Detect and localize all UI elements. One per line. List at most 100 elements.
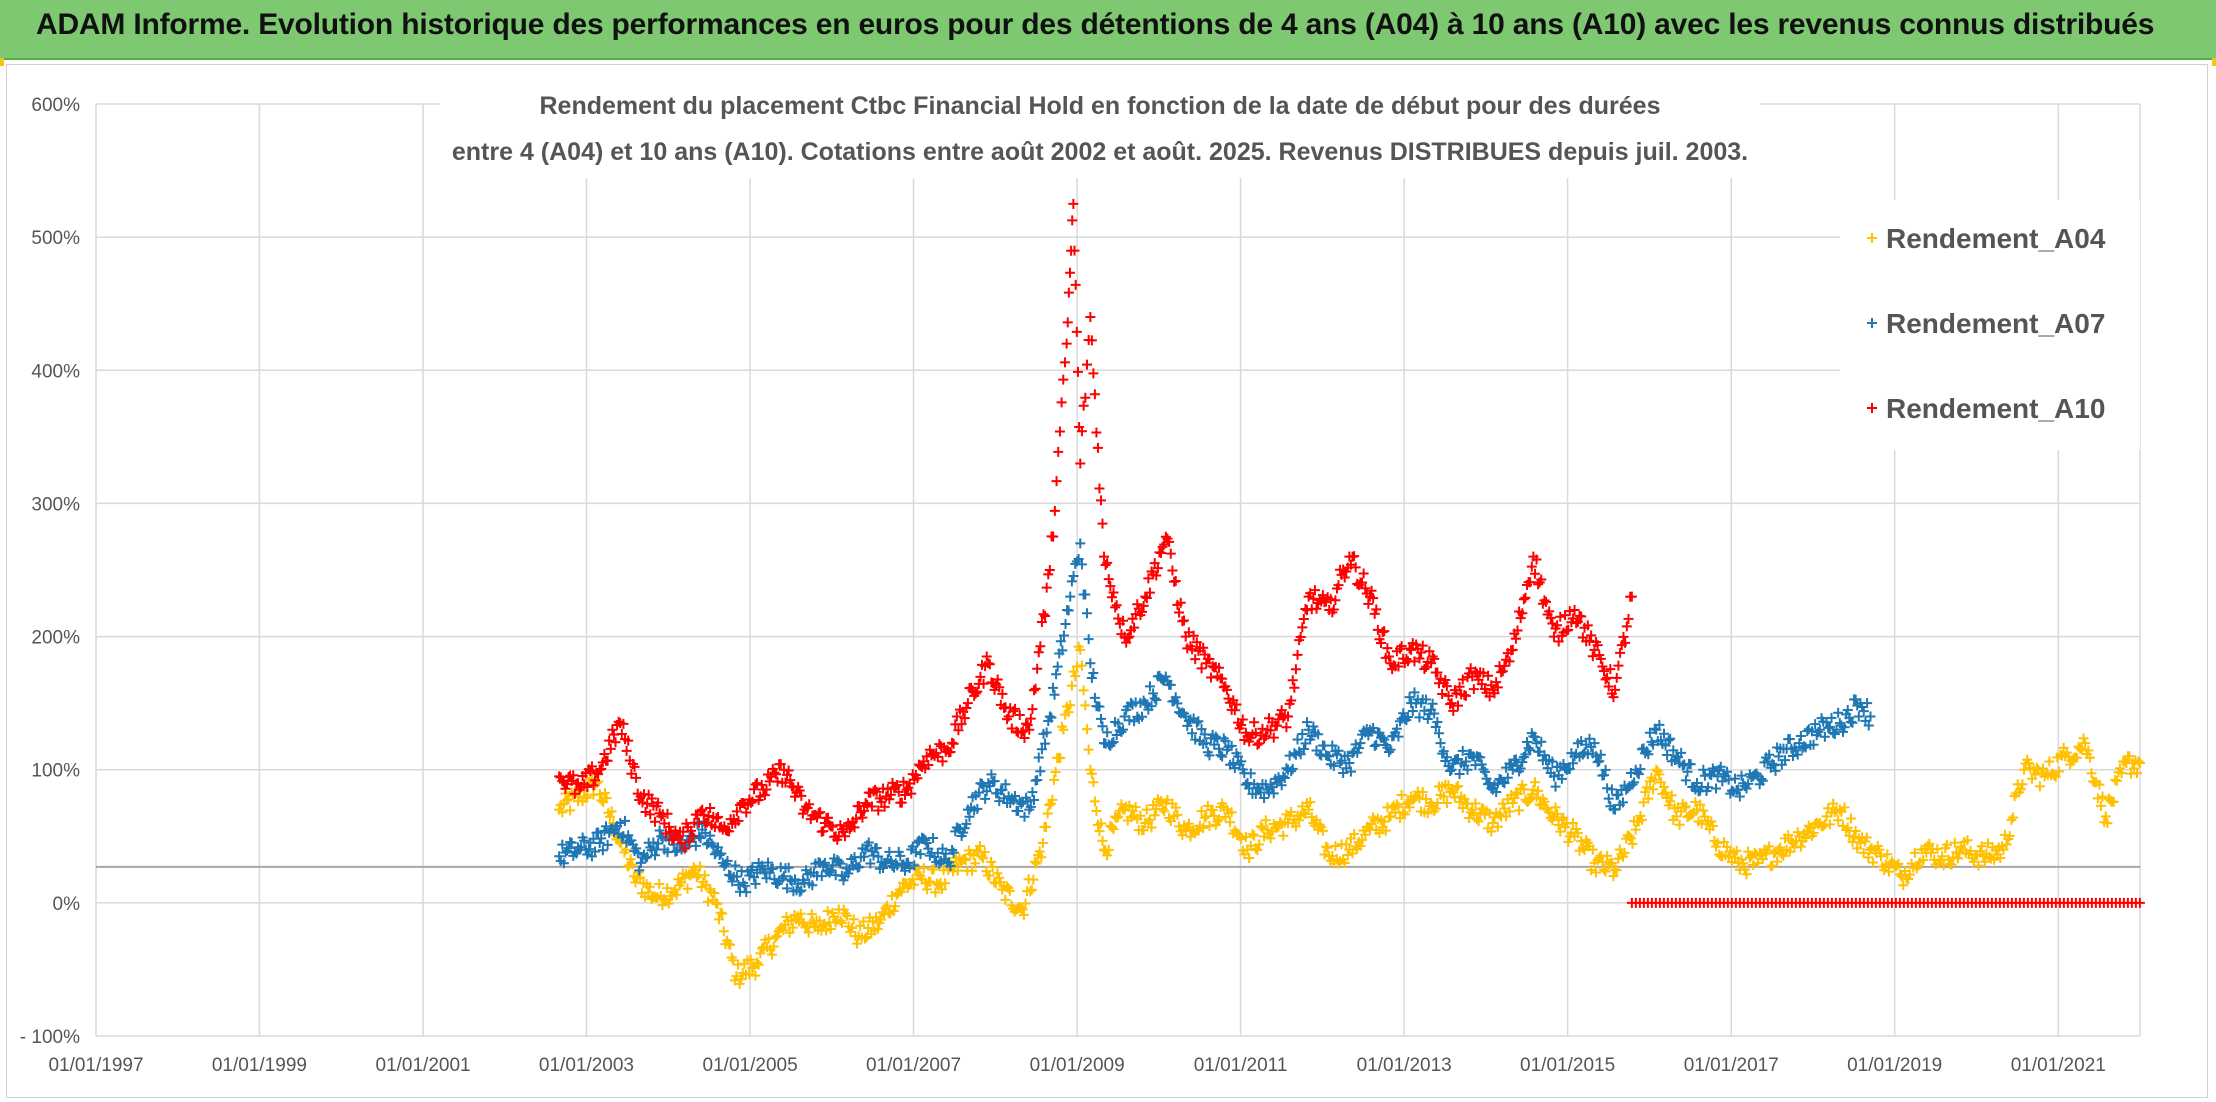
data-point xyxy=(1146,701,1157,712)
data-point xyxy=(940,878,951,889)
data-point xyxy=(1591,867,1602,878)
data-point xyxy=(1170,802,1181,813)
data-point xyxy=(629,761,640,772)
data-point xyxy=(1298,744,1309,755)
data-point xyxy=(1055,636,1066,647)
data-point xyxy=(697,804,708,815)
data-point xyxy=(2019,764,2030,775)
data-point xyxy=(978,678,989,689)
data-point xyxy=(1744,852,1755,863)
data-point xyxy=(2017,779,2028,790)
data-point xyxy=(644,881,655,892)
data-point xyxy=(1121,637,1132,648)
data-point xyxy=(1523,743,1534,754)
data-point xyxy=(1841,825,1852,836)
data-point xyxy=(1260,731,1271,742)
data-point xyxy=(1068,570,1079,581)
data-point xyxy=(827,860,838,871)
data-point xyxy=(1339,857,1350,868)
data-point xyxy=(1517,779,1528,790)
data-point xyxy=(1863,720,1874,731)
data-point xyxy=(699,870,710,881)
data-point xyxy=(771,931,782,942)
data-point xyxy=(1492,682,1503,693)
data-point xyxy=(632,847,643,858)
data-point xyxy=(1536,574,1547,585)
data-point xyxy=(1757,854,1768,865)
data-point xyxy=(1666,790,1677,801)
data-point xyxy=(597,845,608,856)
data-point xyxy=(618,718,629,729)
data-point xyxy=(892,780,903,791)
data-point xyxy=(1391,723,1402,734)
data-point xyxy=(987,862,998,873)
data-point xyxy=(1036,852,1047,863)
data-point xyxy=(1369,740,1380,751)
data-point xyxy=(945,746,956,757)
data-point xyxy=(1041,822,1052,833)
data-point xyxy=(1659,728,1669,739)
data-point xyxy=(1861,832,1872,843)
data-point xyxy=(1092,442,1103,453)
data-point xyxy=(1833,815,1844,826)
data-point xyxy=(711,813,722,824)
data-point xyxy=(1080,700,1091,711)
data-point xyxy=(1290,821,1301,832)
data-point xyxy=(749,784,760,795)
data-point xyxy=(753,959,764,970)
data-point xyxy=(849,822,860,833)
data-point xyxy=(1416,647,1427,658)
data-point xyxy=(1073,641,1084,652)
data-point xyxy=(1063,287,1074,298)
data-point xyxy=(1328,604,1339,615)
data-point xyxy=(1504,656,1515,667)
data-point xyxy=(770,769,781,780)
data-point xyxy=(1132,599,1143,610)
x-axis-ticks: 01/01/1997 01/01/1999 01/01/2001 01/01/2003… xyxy=(48,1055,2105,1076)
series-Rendement_A10 xyxy=(554,198,2145,908)
data-point xyxy=(1640,787,1651,798)
data-point xyxy=(1287,763,1298,774)
data-point xyxy=(879,801,890,812)
data-point xyxy=(1051,669,1062,680)
data-point xyxy=(1164,536,1175,547)
data-point xyxy=(1110,602,1121,613)
data-point xyxy=(907,874,918,885)
data-point xyxy=(1213,743,1224,754)
data-point xyxy=(1095,495,1106,506)
data-point xyxy=(1353,743,1364,754)
data-point xyxy=(1800,742,1811,753)
data-point xyxy=(1102,557,1113,568)
legend-marker xyxy=(1867,233,1877,243)
data-point xyxy=(833,856,844,867)
data-point xyxy=(1088,777,1099,788)
data-point xyxy=(1095,713,1106,724)
data-point xyxy=(1608,804,1619,815)
data-point xyxy=(1151,570,1162,581)
data-point xyxy=(1473,816,1484,827)
data-point xyxy=(1148,688,1159,699)
data-point xyxy=(1085,312,1096,323)
data-point xyxy=(1608,871,1619,882)
data-point xyxy=(1360,829,1371,840)
data-point xyxy=(1075,458,1086,469)
data-point xyxy=(1433,728,1444,739)
data-point xyxy=(620,815,631,826)
data-point xyxy=(1643,749,1654,760)
data-point xyxy=(1032,663,1043,674)
data-point xyxy=(1297,729,1308,740)
data-point xyxy=(1330,595,1341,606)
data-point xyxy=(972,803,983,814)
data-point xyxy=(1149,693,1160,704)
data-point xyxy=(2111,775,2122,786)
data-point xyxy=(1347,848,1358,859)
data-point xyxy=(1231,699,1242,710)
data-point xyxy=(1357,834,1368,845)
data-point xyxy=(1941,839,1952,850)
data-point xyxy=(716,848,727,859)
data-point xyxy=(1393,661,1404,672)
data-point xyxy=(1294,815,1305,826)
data-point xyxy=(1783,830,1794,841)
data-point xyxy=(1388,660,1399,671)
data-point xyxy=(898,776,909,787)
